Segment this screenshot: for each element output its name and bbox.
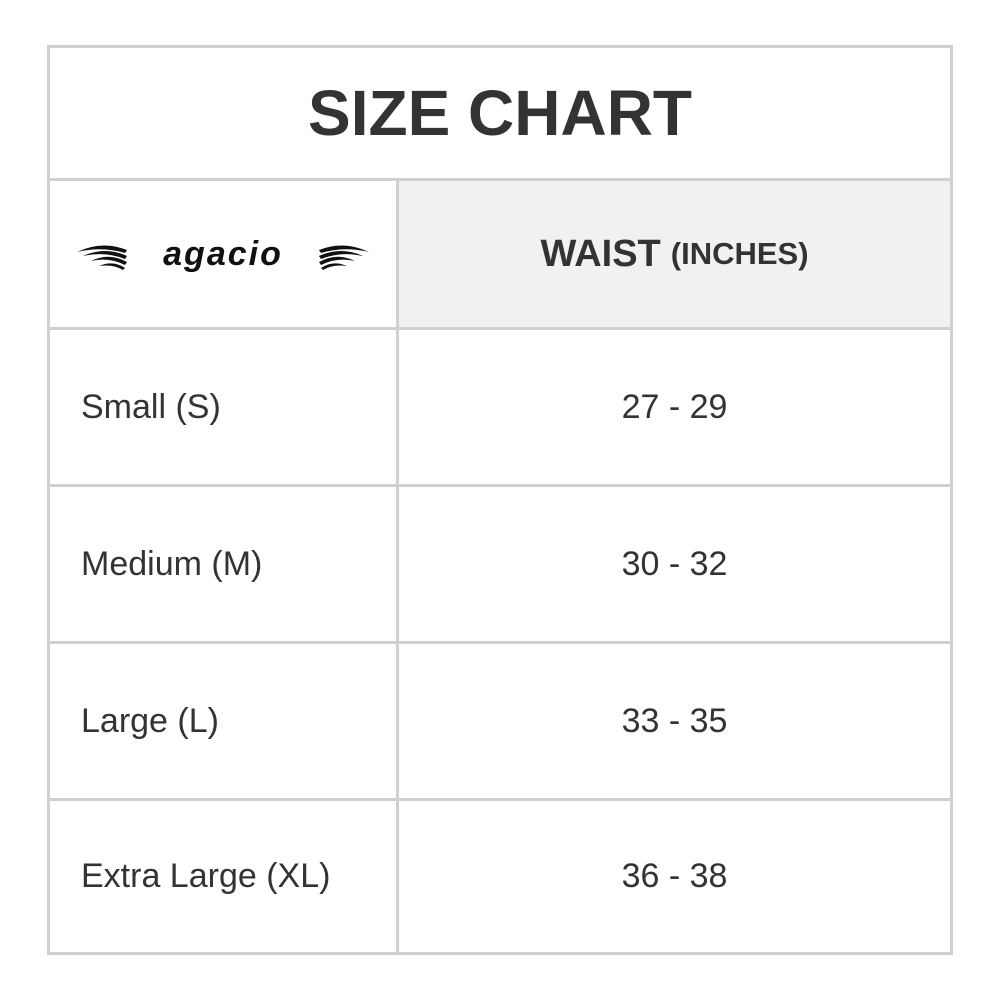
waist-value: 30 - 32 — [621, 544, 728, 583]
page-title: SIZE CHART — [50, 48, 950, 181]
logo-text: agacio — [163, 235, 283, 273]
waist-value: 33 - 35 — [621, 701, 728, 740]
divider — [50, 641, 950, 644]
divider — [50, 327, 950, 330]
size-chart-table: SIZE CHART agacio WAIST (INCHES) Small (S… — [47, 45, 953, 955]
waist-value: 36 - 38 — [621, 857, 728, 895]
waist-value: 27 - 29 — [621, 387, 728, 426]
size-label: Medium (M) — [50, 487, 399, 641]
brand-logo-cell: agacio — [50, 181, 399, 327]
agacio-logo: agacio — [77, 235, 369, 273]
divider — [50, 484, 950, 487]
size-label: Extra Large (XL) — [50, 801, 399, 952]
size-label: Large (L) — [50, 644, 399, 798]
header-unit: (INCHES) — [670, 236, 809, 271]
header-measure: WAIST — [540, 232, 661, 275]
divider — [50, 798, 950, 801]
size-label: Small (S) — [50, 330, 399, 484]
waist-column-header: WAIST (INCHES) — [399, 181, 950, 327]
